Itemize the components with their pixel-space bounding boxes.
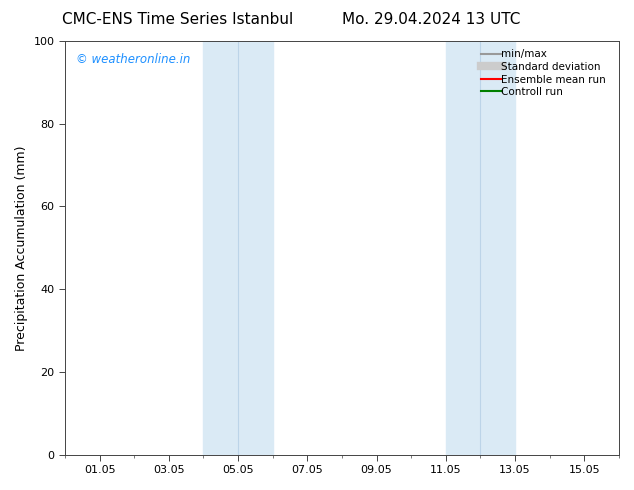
Bar bbox=[446, 41, 515, 455]
Bar bbox=[204, 41, 273, 455]
Text: Mo. 29.04.2024 13 UTC: Mo. 29.04.2024 13 UTC bbox=[342, 12, 521, 27]
Text: © weatheronline.in: © weatheronline.in bbox=[76, 53, 190, 67]
Y-axis label: Precipitation Accumulation (mm): Precipitation Accumulation (mm) bbox=[15, 145, 28, 350]
Text: CMC-ENS Time Series Istanbul: CMC-ENS Time Series Istanbul bbox=[62, 12, 293, 27]
Legend: min/max, Standard deviation, Ensemble mean run, Controll run: min/max, Standard deviation, Ensemble me… bbox=[478, 46, 614, 100]
